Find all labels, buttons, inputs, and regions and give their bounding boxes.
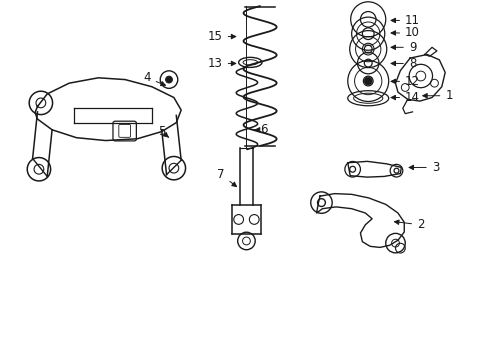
Text: 13: 13 xyxy=(207,57,235,70)
Text: 8: 8 xyxy=(390,57,415,70)
Text: 4: 4 xyxy=(143,71,165,86)
Text: 15: 15 xyxy=(207,30,235,43)
Text: 1: 1 xyxy=(422,89,452,102)
Ellipse shape xyxy=(165,76,172,83)
Text: 9: 9 xyxy=(390,41,415,54)
Text: 7: 7 xyxy=(217,168,236,186)
Text: 3: 3 xyxy=(408,161,438,174)
Text: 14: 14 xyxy=(390,91,419,104)
Text: 11: 11 xyxy=(390,14,419,27)
Ellipse shape xyxy=(364,77,371,85)
Text: 2: 2 xyxy=(394,218,424,231)
Text: 12: 12 xyxy=(390,75,419,88)
Text: 10: 10 xyxy=(390,27,419,40)
Text: 6: 6 xyxy=(254,123,267,136)
Text: 5: 5 xyxy=(158,125,168,138)
